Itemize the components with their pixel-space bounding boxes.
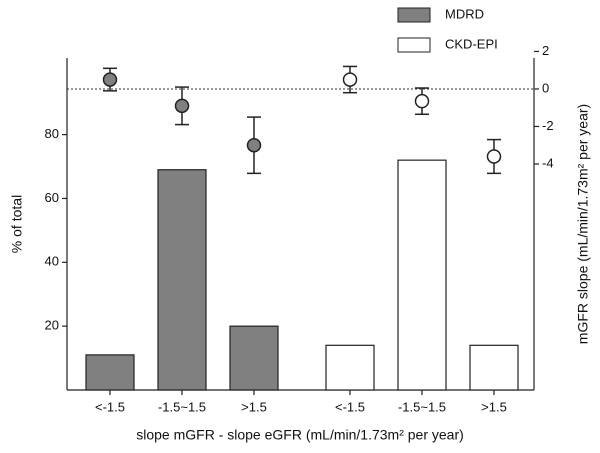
y-axis-label: % of total [9, 195, 25, 253]
legend-swatch [397, 7, 431, 23]
x-tick-label: >1.5 [241, 399, 267, 414]
point [246, 137, 262, 153]
legend-label: CKD-EPI [445, 36, 498, 51]
y2-axis-label: mGFR slope (mL/min/1.73m² per year) [575, 104, 591, 344]
point [174, 98, 190, 114]
x-axis-label: slope mGFR - slope eGFR (mL/min/1.73m² p… [136, 427, 464, 443]
y2-tick-label: 2 [542, 43, 549, 58]
x-tick-label: <-1.5 [95, 399, 125, 414]
y2-tick-label: 0 [542, 80, 549, 95]
x-tick-label: <-1.5 [335, 399, 365, 414]
y2-tick-label: -2 [542, 118, 554, 133]
x-tick-label: >1.5 [481, 399, 507, 414]
y-tick-label: 40 [45, 254, 59, 269]
bar [397, 159, 447, 391]
y2-tick-label: -4 [542, 155, 554, 170]
y-tick-label: 60 [45, 190, 59, 205]
bar [325, 344, 375, 391]
legend-label: MDRD [445, 6, 484, 21]
point [414, 93, 430, 109]
y-tick-label: 80 [45, 126, 59, 141]
point [342, 72, 358, 87]
x-tick-label: -1.5~1.5 [158, 399, 206, 414]
legend-swatch [397, 37, 431, 53]
x-tick-label: -1.5~1.5 [398, 399, 446, 414]
point [486, 149, 502, 164]
point [102, 72, 118, 87]
y-tick-label: 20 [45, 318, 59, 333]
bar [229, 325, 279, 391]
bar [85, 354, 135, 391]
bar [469, 344, 519, 391]
bar [157, 169, 207, 391]
